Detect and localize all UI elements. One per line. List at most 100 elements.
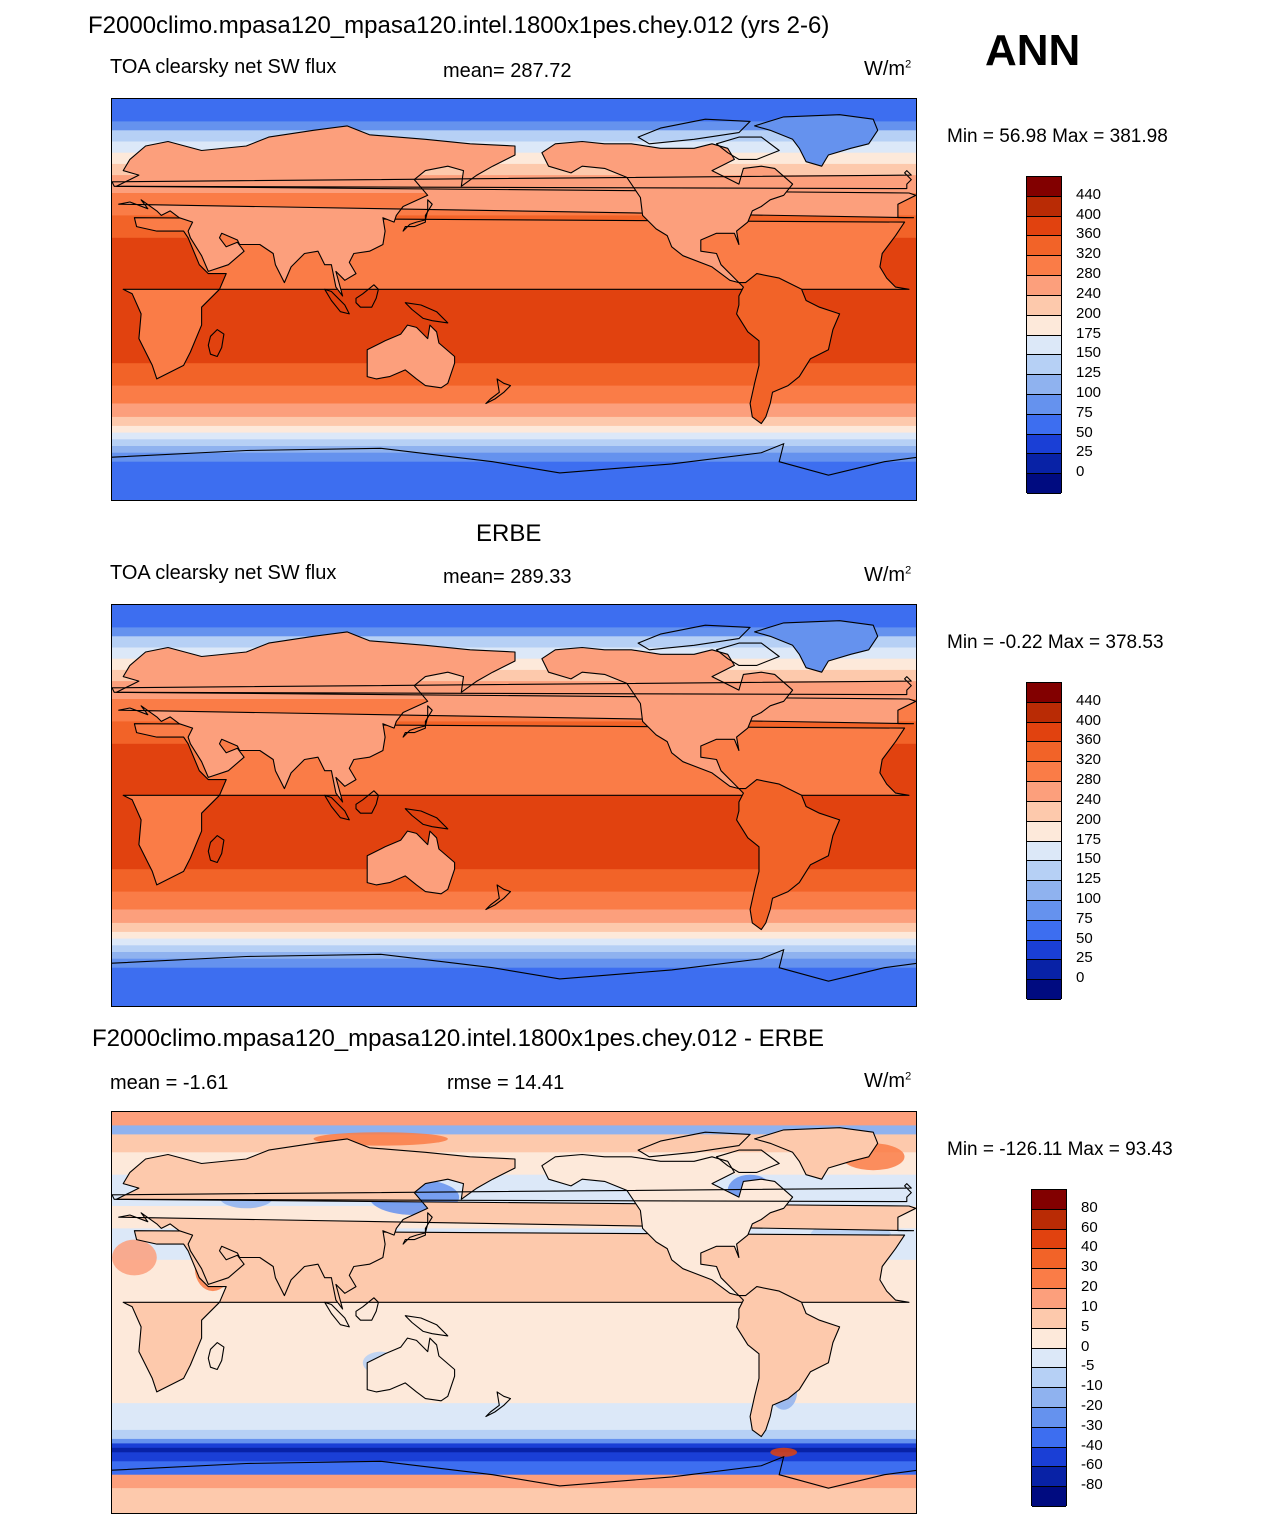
colorbar-segment (1032, 1249, 1066, 1270)
colorbar-tick-label: 25 (1076, 443, 1093, 461)
coastlines (112, 114, 916, 476)
contour-band (112, 452, 916, 463)
colorbar-tick-label: 320 (1076, 245, 1102, 263)
colorbar-tick-label: 75 (1076, 909, 1093, 927)
colorbar-tick-label: 280 (1076, 265, 1102, 283)
panel-2-units-exponent: 2 (905, 564, 912, 577)
contour-band (112, 1488, 916, 1513)
contour-band (112, 1429, 916, 1440)
contour-band (112, 163, 916, 176)
map-canvas (112, 605, 916, 1006)
panel-2-units: W/m2 (864, 564, 911, 587)
colorbar-tick-label: 25 (1076, 949, 1093, 967)
colorbar-tick-label: 150 (1076, 344, 1102, 362)
coastline-new-zealand (485, 1391, 512, 1418)
contour-band (112, 1447, 916, 1453)
difference-blob (770, 1447, 798, 1457)
difference-blob (112, 1239, 157, 1276)
panel-3-rmse-label: rmse = 14.41 (447, 1072, 565, 1094)
season-label: ANN (985, 26, 1081, 75)
colorbar-tick-label: -40 (1081, 1436, 1103, 1454)
colorbar-segment (1032, 1388, 1066, 1408)
colorbar-tick-label: 400 (1076, 205, 1102, 223)
colorbar-segment (1027, 236, 1061, 257)
coastline-sumatra (324, 1301, 350, 1328)
colorbar-segment (1027, 177, 1061, 197)
panel-2-title: ERBE (476, 520, 542, 547)
panel-3-units-exponent: 2 (905, 1070, 912, 1083)
colorbar-segment (1027, 821, 1061, 842)
contour-band (112, 403, 916, 418)
colorbar-segment (1027, 742, 1061, 763)
colorbar-segment (1027, 762, 1061, 783)
colorbar-tick-label: 150 (1076, 850, 1102, 868)
coastline-japan (402, 705, 433, 738)
coastline-eurasia (115, 125, 916, 297)
panel-3-title: F2000climo.mpasa120_mpasa120.intel.1800x… (92, 1025, 824, 1052)
contour-band (112, 416, 916, 427)
colorbar-tick-label: 100 (1076, 889, 1102, 907)
colorbar-segment (1027, 256, 1061, 277)
coastline-uk (112, 170, 912, 190)
contour-band (112, 363, 916, 387)
contour-band (112, 385, 916, 405)
coastline-sumatra (324, 794, 350, 821)
coastline-arctic-islands (637, 118, 751, 145)
colorbar-tick-label: 5 (1081, 1317, 1090, 1335)
map-canvas (112, 99, 916, 500)
colorbar-segment (1027, 702, 1061, 723)
contour-band (112, 1452, 916, 1462)
contour-band (112, 425, 916, 434)
colorbar-segment (1027, 295, 1061, 316)
contour-band (112, 130, 916, 143)
contour-band (112, 432, 916, 440)
contour-band (112, 636, 916, 649)
coastline-south-america (736, 779, 841, 931)
coastline-new-zealand (485, 884, 512, 911)
contour-band (112, 958, 916, 969)
coastline-new-guinea (404, 302, 449, 324)
contour-band (112, 446, 916, 454)
contour-band (112, 1438, 916, 1444)
contour-band (112, 605, 916, 628)
panel-1-mean-label: mean= 287.72 (443, 60, 572, 82)
contour-band (112, 1461, 916, 1476)
panel-3-minmax: Min = -126.11 Max = 93.43 (947, 1139, 1173, 1160)
coastline-japan (402, 199, 433, 232)
panel-2-minmax: Min = -0.22 Max = 378.53 (947, 632, 1164, 653)
panel-1-units-exponent: 2 (905, 58, 912, 71)
colorbar-segment (1027, 782, 1061, 802)
colorbar-tick-label: 360 (1076, 731, 1102, 749)
panel-1-units-text: W/m (864, 58, 906, 80)
panel-2-variable-label: TOA clearsky net SW flux (110, 562, 337, 584)
colorbar-segment (1027, 980, 1061, 1000)
colorbar-tick-label: 60 (1081, 1218, 1098, 1236)
panel-2-mean-label: mean= 289.33 (443, 566, 572, 588)
contour-band (112, 99, 916, 122)
colorbar-segment (1027, 801, 1061, 822)
colorbar-tick-label: -20 (1081, 1396, 1103, 1414)
coastline-antarctica (112, 948, 916, 982)
coastline-australia (366, 1337, 456, 1402)
contour-band (112, 931, 916, 940)
colorbar-box (1026, 176, 1062, 494)
colorbar-segment (1027, 841, 1061, 862)
colorbar-segment (1032, 1289, 1066, 1309)
panel-3-units: W/m2 (864, 1070, 911, 1093)
colorbar-segment (1027, 920, 1061, 941)
colorbar-tick-label: 200 (1076, 810, 1102, 828)
map-canvas (112, 1112, 916, 1513)
contour-band (112, 909, 916, 924)
panel-1-units: W/m2 (864, 58, 911, 81)
panel-1-colorbar: 440 400 360 320 280 240 200 175 150 125 100 75 50 25 0 (1026, 176, 1101, 494)
coastline-south-america (736, 1286, 841, 1438)
colorbar-segment (1027, 315, 1061, 336)
colorbar-segment (1032, 1447, 1066, 1468)
colorbar-segment (1027, 454, 1061, 475)
contour-band (112, 945, 916, 953)
coastline-australia (366, 324, 456, 389)
coastline-eurasia (115, 1138, 916, 1310)
colorbar-tick-label: 0 (1076, 969, 1085, 987)
colorbar-tick-label: 200 (1076, 304, 1102, 322)
panel-3-mean-label: mean = -1.61 (110, 1072, 229, 1094)
